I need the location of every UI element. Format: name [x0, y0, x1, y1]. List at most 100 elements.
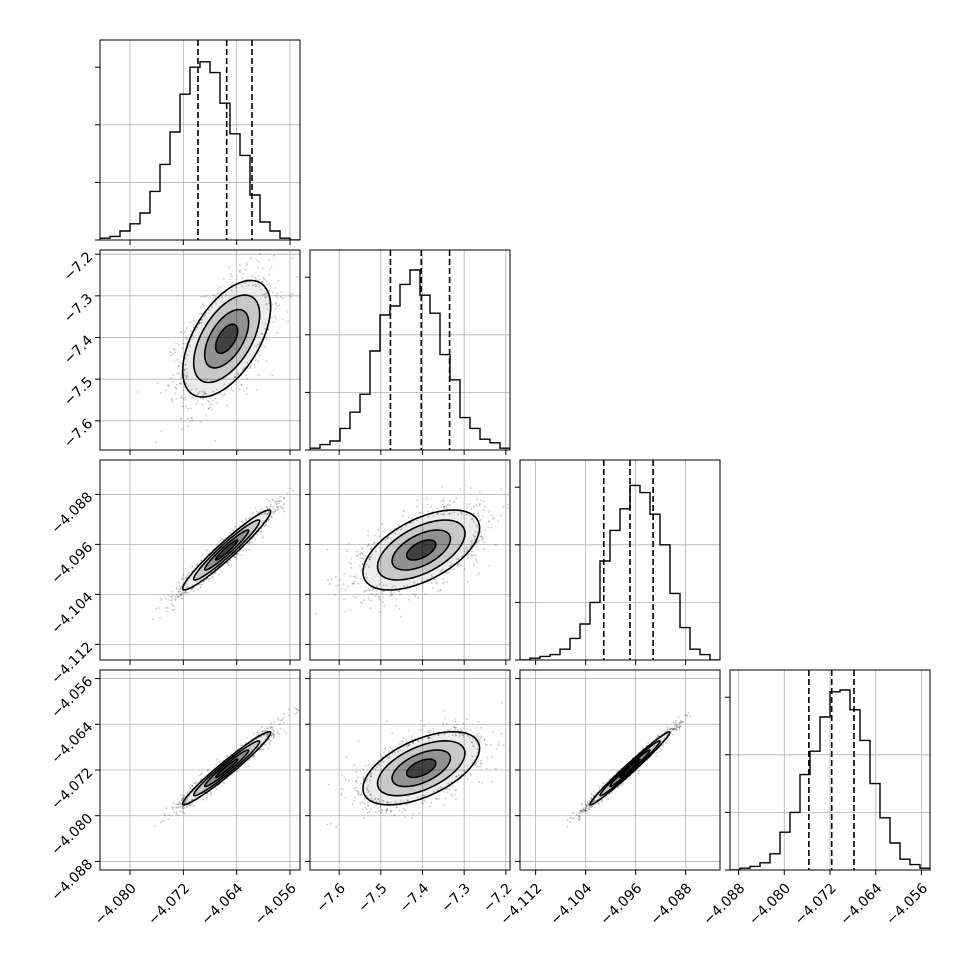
sample-point	[488, 520, 490, 523]
sample-point	[391, 593, 394, 596]
sample-point	[502, 505, 505, 508]
sample-point	[349, 609, 352, 612]
sample-point	[254, 539, 257, 541]
sample-point	[186, 375, 189, 377]
sample-point	[214, 439, 217, 442]
sample-point	[471, 554, 474, 557]
sample-point	[679, 721, 682, 723]
sample-point	[281, 506, 284, 509]
sample-point	[326, 823, 328, 826]
sample-point	[608, 778, 611, 781]
sample-point	[374, 798, 377, 801]
sample-point	[387, 756, 390, 759]
sample-point	[372, 587, 375, 590]
sample-point	[231, 389, 234, 392]
sample-point	[600, 800, 603, 803]
sample-point	[176, 595, 179, 598]
sample-point	[211, 306, 214, 309]
sample-point	[238, 270, 241, 273]
sample-point	[669, 728, 671, 731]
sample-point	[378, 598, 381, 601]
sample-point	[234, 383, 237, 386]
sample-point	[442, 505, 445, 508]
sample-point	[200, 555, 203, 558]
sample-point	[442, 505, 445, 508]
sample-point	[386, 809, 388, 812]
sample-point	[199, 583, 201, 586]
sample-point	[250, 541, 253, 544]
sample-point	[245, 264, 248, 267]
sample-point	[235, 553, 238, 555]
sample-point	[667, 739, 670, 742]
sample-point	[360, 793, 363, 796]
sample-point	[467, 778, 470, 780]
sample-point	[180, 597, 183, 600]
sample-point	[417, 740, 420, 743]
sample-point	[578, 811, 581, 814]
sample-point	[675, 723, 678, 725]
sample-point	[369, 593, 372, 595]
sample-point	[180, 428, 183, 431]
sample-point	[475, 525, 478, 528]
sample-point	[352, 583, 355, 585]
sample-point	[221, 296, 223, 299]
sample-point	[294, 713, 297, 716]
sample-point	[471, 517, 473, 520]
sample-point	[226, 388, 229, 390]
sample-point	[183, 591, 186, 594]
sample-point	[355, 577, 358, 580]
sample-point	[264, 323, 267, 326]
sample-point	[370, 773, 372, 776]
sample-point	[255, 389, 258, 391]
sample-point	[257, 261, 260, 264]
sample-point	[353, 764, 356, 766]
sample-point	[277, 718, 280, 721]
sample-point	[219, 760, 221, 763]
sample-point	[458, 735, 461, 737]
sample-point	[436, 508, 439, 510]
sample-point	[264, 296, 267, 299]
sample-point	[459, 488, 462, 491]
sample-point	[223, 383, 226, 386]
sample-point	[270, 316, 273, 319]
sample-point	[361, 547, 363, 550]
sample-point	[202, 295, 205, 298]
sample-point	[210, 793, 213, 796]
sample-point	[597, 802, 600, 805]
sample-point	[451, 562, 454, 565]
sample-point	[180, 377, 182, 380]
sample-point	[239, 744, 242, 747]
sample-point	[590, 797, 593, 800]
sample-point	[185, 405, 188, 408]
sample-point	[389, 746, 392, 748]
sample-point	[177, 591, 180, 593]
sample-point	[441, 485, 444, 488]
sample-point	[672, 729, 674, 732]
sample-point	[273, 721, 276, 724]
sample-point	[254, 276, 256, 279]
sample-point	[454, 728, 457, 731]
sample-point	[397, 750, 400, 753]
sample-point	[268, 302, 270, 305]
sample-point	[258, 278, 261, 281]
sample-point	[417, 596, 420, 599]
sample-point	[449, 564, 452, 566]
sample-point	[359, 552, 362, 554]
sample-point	[212, 297, 215, 299]
sample-point	[380, 590, 383, 592]
sample-point	[482, 515, 485, 518]
sample-point	[670, 727, 672, 730]
sample-point	[340, 794, 343, 797]
sample-point	[446, 729, 449, 731]
sample-point	[197, 392, 200, 395]
sample-point	[265, 303, 268, 306]
sample-point	[279, 495, 282, 498]
sample-point	[184, 364, 187, 367]
sample-point	[590, 797, 593, 800]
sample-point	[506, 507, 509, 510]
sample-point	[451, 794, 454, 797]
sample-point	[465, 503, 468, 506]
sample-point	[186, 372, 189, 374]
contour-level-4	[181, 279, 272, 398]
